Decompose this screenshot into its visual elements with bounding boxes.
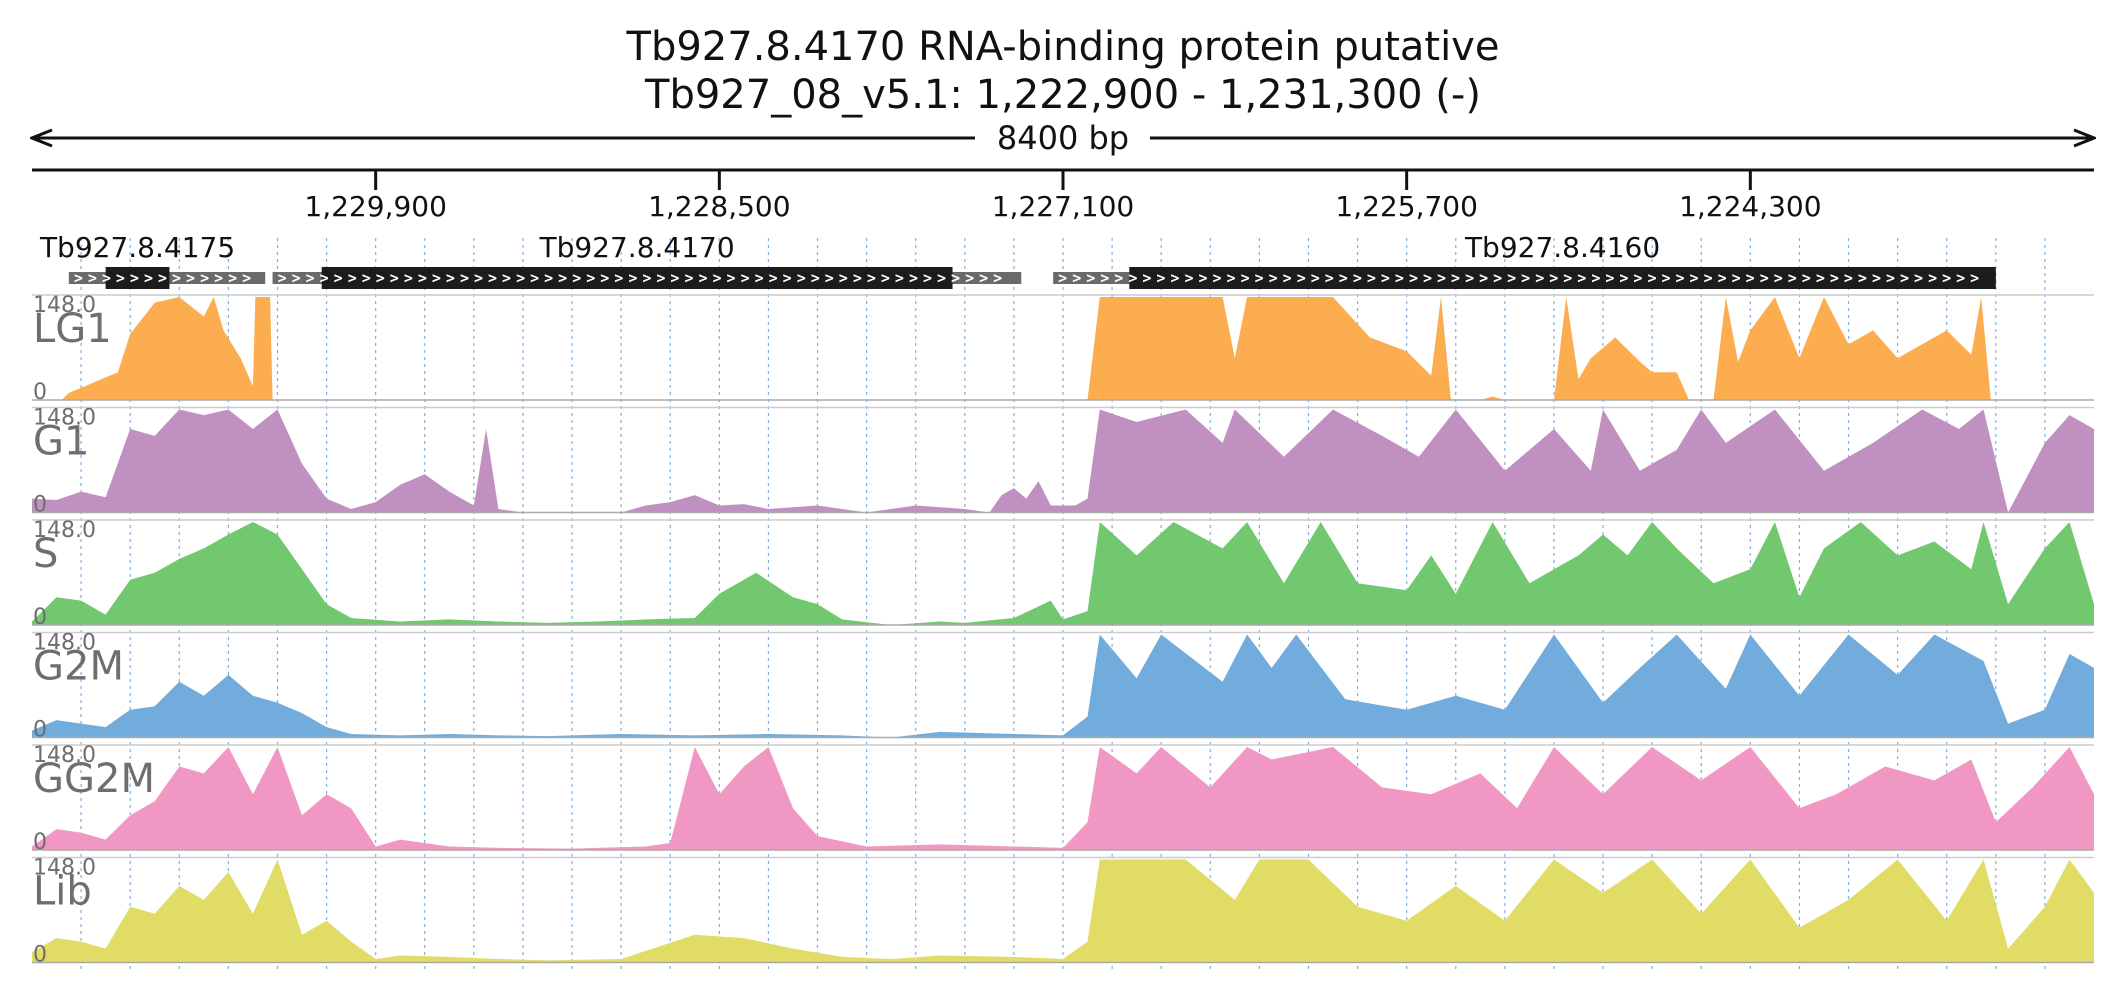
track-max-label: 148.0 [33,743,96,768]
x-tick-label: 1,229,900 [304,190,447,223]
x-axis: 1,229,900 1,228,500 1,227,100 1,225,700 1,22… [32,168,2094,223]
x-tick-label: 1,225,700 [1335,190,1478,223]
track-label: LG1 [33,306,112,352]
gene-annotation: >>>>>>>>>>>>> Tb927.8.4175 >>>>>>>>>>>>>>>… [39,231,1996,289]
coverage-area [32,747,2094,850]
gene-label: Tb927.8.4175 [39,231,235,264]
track-label: Lib [33,869,92,915]
track-max-label: 148.0 [33,631,96,656]
x-tick-label: 1,224,300 [1679,190,1822,223]
gene-cds [105,267,170,289]
span-indicator: 8400 bp [32,119,2094,157]
track-label: G1 [33,419,89,465]
track-label: GG2M [33,756,155,802]
chart-title: Tb927.8.4170 RNA-binding protein putativ… [626,24,1500,70]
x-tick-label: 1,228,500 [648,190,791,223]
coverage-area [32,409,2094,513]
coverage-area [32,522,2094,625]
x-tick-label: 1,227,100 [992,190,1135,223]
track-zero-label: 0 [33,605,47,630]
track-label: G2M [33,644,124,690]
track-max-label: 148.0 [33,856,96,881]
track-max-label: 148.0 [33,293,96,318]
gene-label: Tb927.8.4160 [1464,231,1660,264]
coverage-area [32,859,2094,963]
track-zero-label: 0 [33,493,47,518]
track-max-label: 148.0 [33,406,96,431]
coverage-area [32,634,2094,738]
strand-chevrons: >>>>>>>>>>>>> [74,269,256,287]
track-zero-label: 0 [33,943,47,968]
span-label: 8400 bp [997,119,1129,157]
coverage-tracks: LG1148.00G1148.00S148.00G2M148.00GG2M148… [32,293,2094,968]
track-zero-label: 0 [33,718,47,743]
track-zero-label: 0 [33,380,47,405]
coverage-area [32,297,2094,400]
track-label: S [33,531,58,577]
gene-label: Tb927.8.4170 [538,231,734,264]
gene-cds [321,267,953,289]
strand-chevrons: >>>>>>>>>>>>>>>>>>>>>>>>>>>>>>>>>>>>>>>>… [278,269,1008,287]
gene-cds [1129,267,1996,289]
chart-subtitle: Tb927_08_v5.1: 1,222,900 - 1,231,300 (-) [644,72,1481,118]
track-zero-label: 0 [33,830,47,855]
strand-chevrons: >>>>>>>>>>>>>>>>>>>>>>>>>>>>>>>>>>>>>>>>… [1058,269,1984,287]
track-max-label: 148.0 [33,518,96,543]
